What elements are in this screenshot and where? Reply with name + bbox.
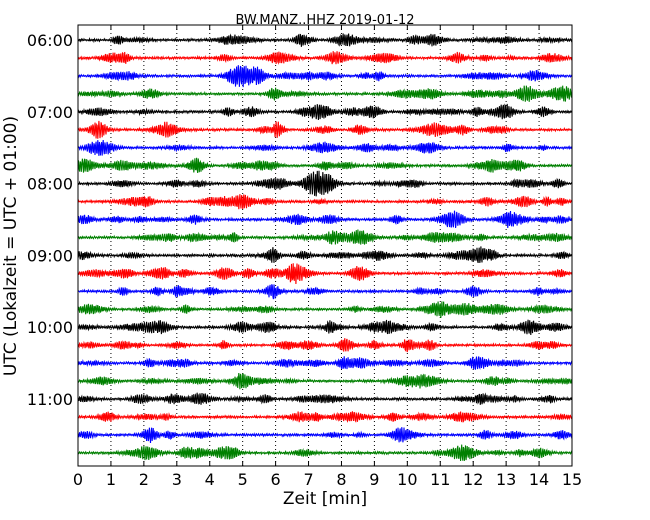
x-tick-label: 9 <box>369 470 379 489</box>
x-tick-label: 8 <box>336 470 346 489</box>
x-tick-label: 15 <box>562 470 582 489</box>
trace-0700 <box>77 103 573 121</box>
trace-group <box>77 33 573 462</box>
x-tick-label: 13 <box>496 470 516 489</box>
y-axis-label: UTC (Lokalzeit = UTC + 01:00) <box>1 116 21 376</box>
x-tick-label: 3 <box>172 470 182 489</box>
trace-1045 <box>77 373 573 390</box>
y-tick-label: 07:00 <box>27 103 73 122</box>
x-tick-label: 11 <box>430 470 450 489</box>
trace-0900 <box>77 246 573 264</box>
x-tick-label: 12 <box>463 470 483 489</box>
x-tick-label: 5 <box>238 470 248 489</box>
trace-0845 <box>77 229 573 245</box>
trace-1115 <box>77 411 573 423</box>
x-tick-label: 1 <box>106 470 116 489</box>
trace-0830 <box>77 210 573 228</box>
trace-0815 <box>77 194 573 210</box>
y-tick-label: 06:00 <box>27 31 73 50</box>
trace-0800 <box>77 170 573 197</box>
y-tick-label: 10:00 <box>27 318 73 337</box>
trace-0745 <box>77 157 573 174</box>
y-tick-label: 08:00 <box>27 175 73 194</box>
trace-0645 <box>77 85 573 102</box>
y-tick-label: 11:00 <box>27 390 73 409</box>
trace-1130 <box>77 427 573 443</box>
trace-0600 <box>77 33 573 47</box>
trace-1030 <box>77 356 573 370</box>
trace-0715 <box>77 120 573 139</box>
plot-frame <box>77 24 573 467</box>
x-tick-label: 0 <box>73 470 83 489</box>
x-tick-label: 4 <box>205 470 215 489</box>
x-tick-label: 7 <box>303 470 313 489</box>
trace-0915 <box>77 263 573 284</box>
trace-1100 <box>77 391 573 405</box>
x-axis-label: Zeit [min] <box>283 489 367 509</box>
x-tick-label: 10 <box>397 470 417 489</box>
trace-0630 <box>77 65 573 88</box>
chart-title: BW.MANZ..HHZ 2019-01-12 <box>235 13 414 28</box>
trace-0730 <box>77 140 573 156</box>
x-tick-label: 14 <box>529 470 549 489</box>
trace-1000 <box>77 319 573 336</box>
trace-0930 <box>77 284 573 300</box>
trace-0945 <box>77 301 573 318</box>
trace-0615 <box>77 51 573 65</box>
x-tick-label: 2 <box>139 470 149 489</box>
y-tick-label: 09:00 <box>27 246 73 265</box>
trace-1145 <box>77 444 573 462</box>
vertical-grid <box>110 25 540 466</box>
x-tick-label: 6 <box>271 470 281 489</box>
y-axis-ticks: 06:00 07:00 08:00 09:00 10:00 11:00 <box>27 31 572 409</box>
x-axis-ticks: 0 1 2 3 4 5 6 7 8 9 10 11 12 13 14 15 <box>73 25 582 489</box>
trace-1015 <box>77 338 573 353</box>
